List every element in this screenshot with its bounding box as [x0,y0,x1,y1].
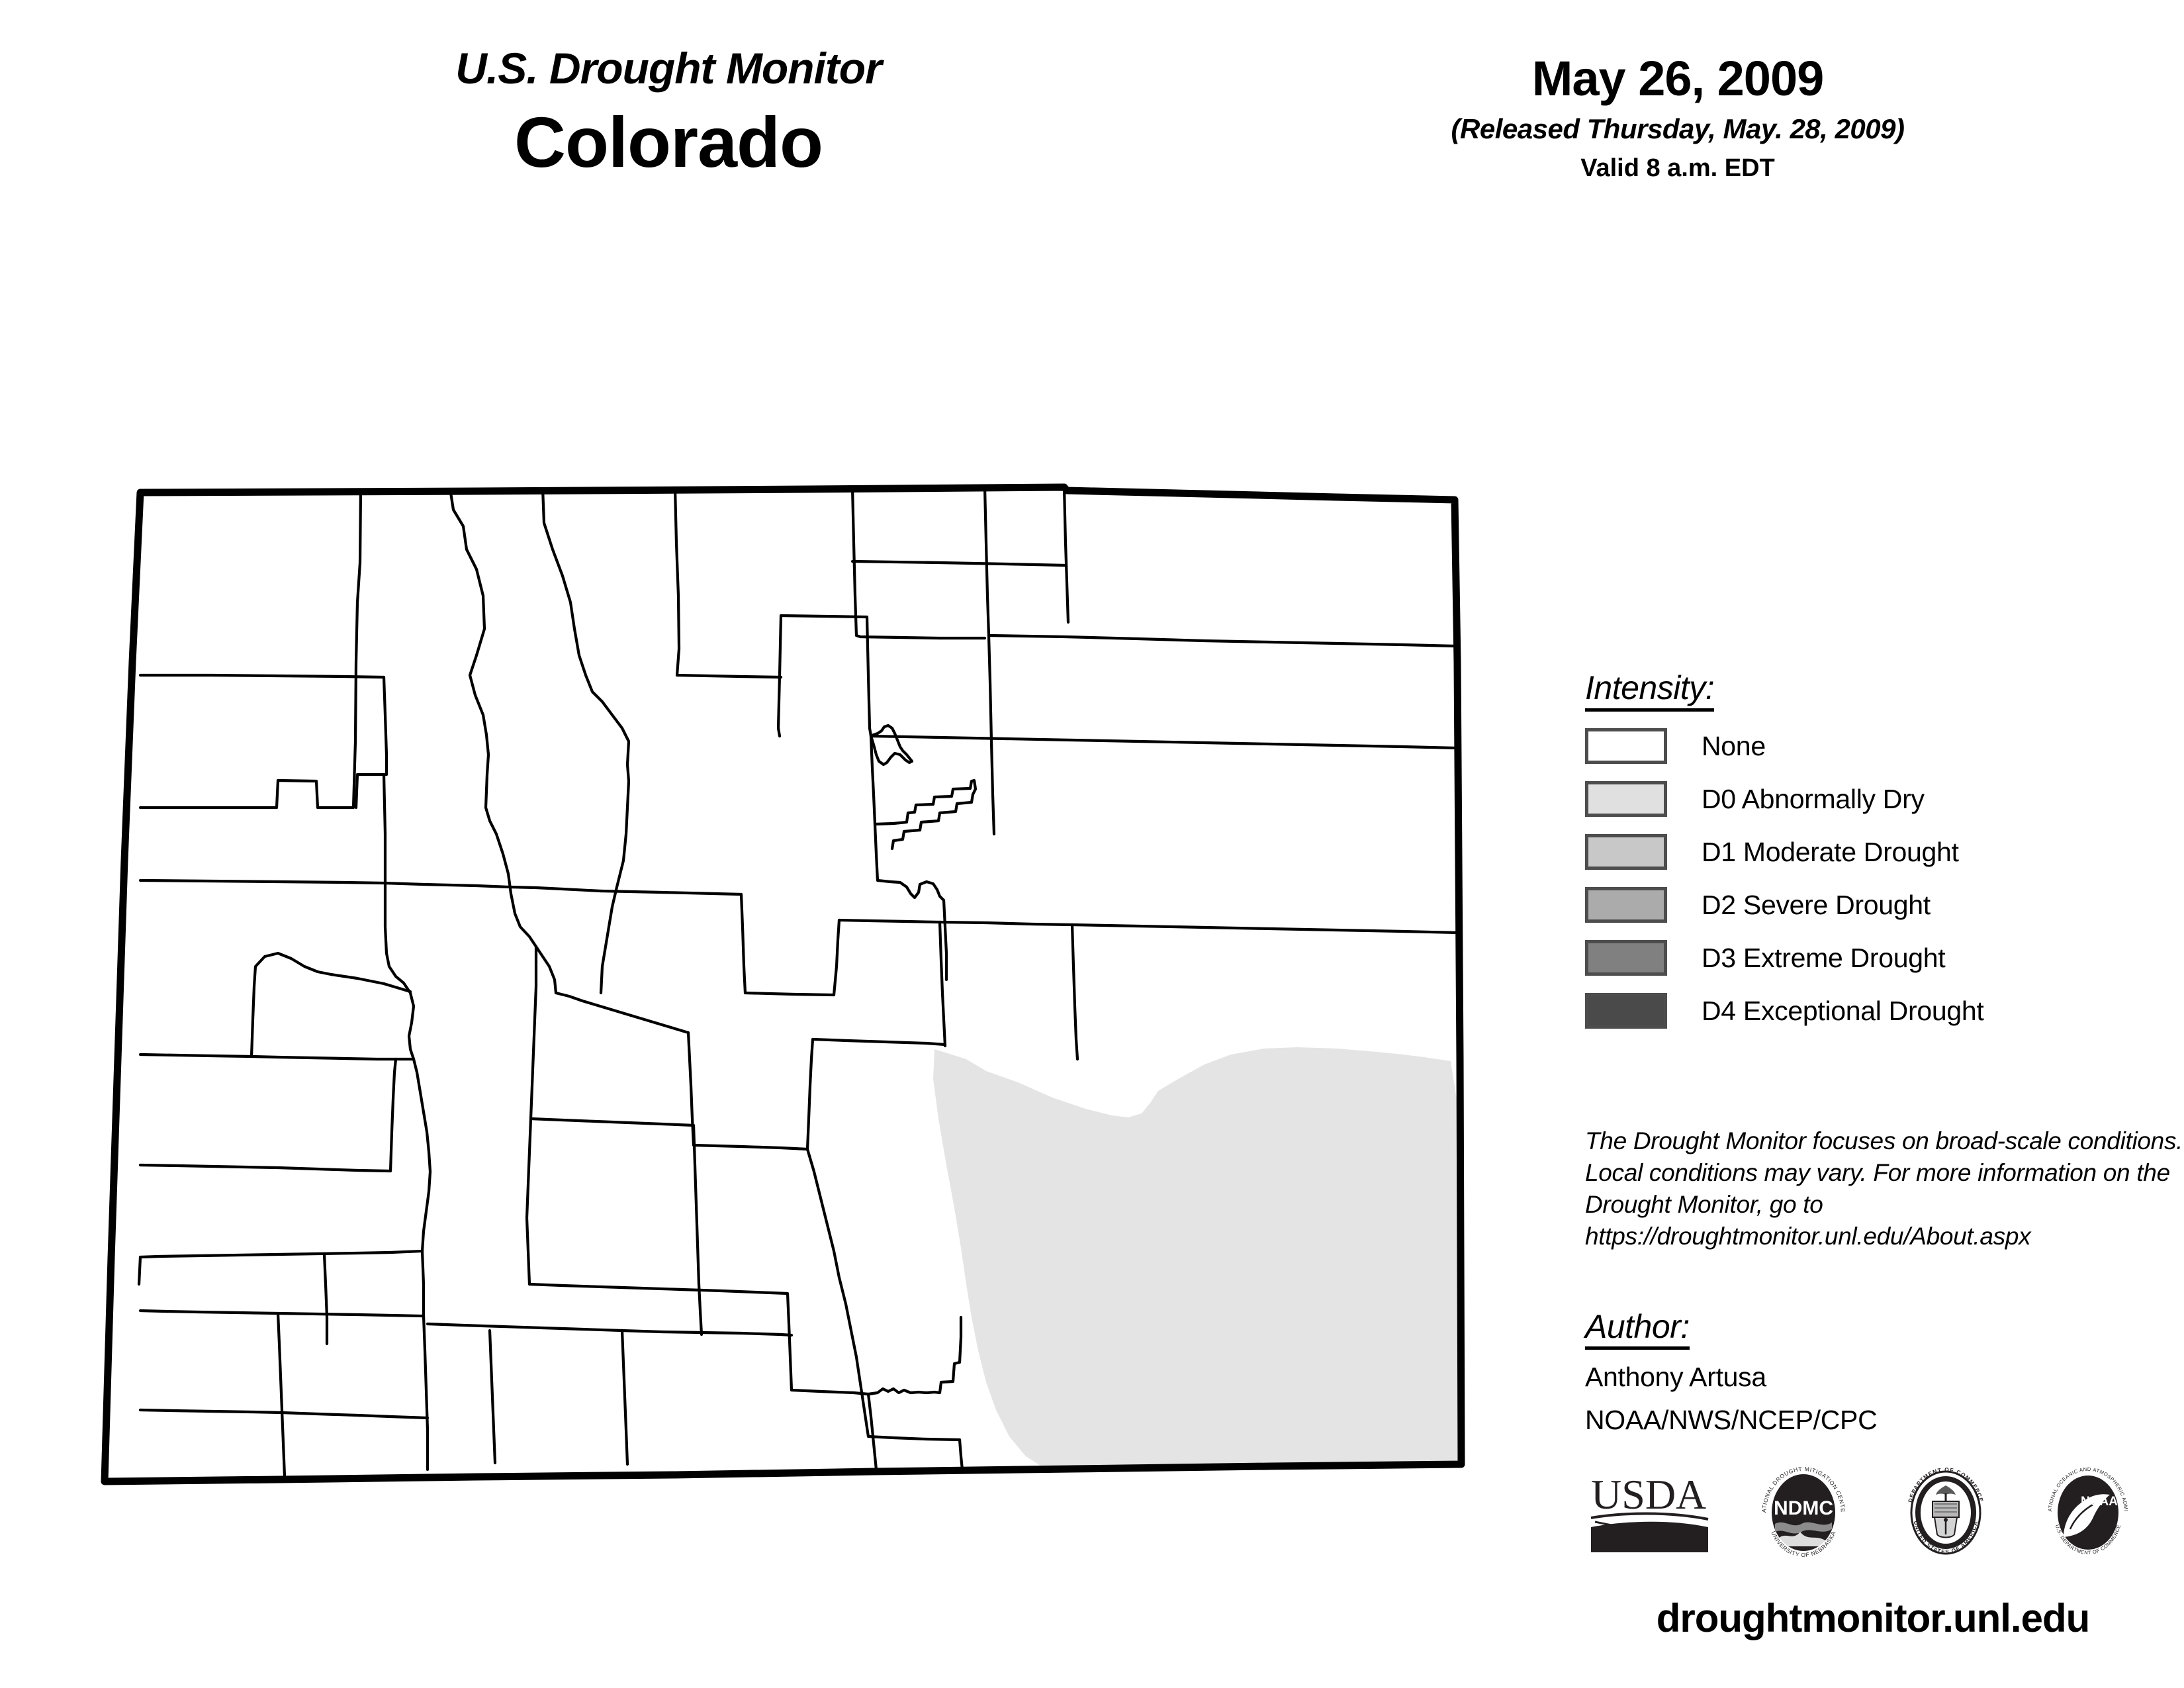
swatch-d3 [1585,940,1667,976]
valid-time: Valid 8 a.m. EDT [1580,154,1775,182]
legend-heading-wrap: Intensity: [1585,669,2167,712]
legend-label-d2: D2 Severe Drought [1702,889,1931,920]
noaa-logo: NOAA NATIONAL OCEANIC AND ATMOSPHERIC AD… [2036,1458,2138,1566]
county-boundaries [137,487,1461,1478]
svg-text:USDA: USDA [1591,1471,1706,1518]
legend-item-d0[interactable]: D0 Abnormally Dry [1585,780,2167,818]
swatch-d2 [1585,887,1667,923]
valid-date: May 26, 2009 [1531,51,1825,106]
author-heading: Author: [1585,1307,1690,1350]
d0-drought-region [933,1047,1461,1469]
author-affiliation: NOAA/NWS/NCEP/CPC [1585,1405,1878,1436]
usda-logo: USDA [1588,1470,1711,1558]
author-name: Anthony Artusa [1585,1362,1766,1392]
author-heading-wrap: Author: [1585,1307,2181,1350]
release-date: (Released Thursday, May. 28, 2009) [1451,113,1905,144]
legend-label-d1: D1 Moderate Drought [1702,836,1959,867]
colorado-drought-map[interactable] [79,463,1502,1536]
swatch-d4 [1585,993,1667,1029]
title-block: U.S. Drought Monitor Colorado [278,46,1059,179]
legend-label-none: None [1702,730,1766,761]
svg-text:NOAA: NOAA [2081,1495,2118,1509]
legend-heading: Intensity: [1585,669,1715,712]
legend-item-d2[interactable]: D2 Severe Drought [1585,886,2167,923]
partner-logos: USDA NDMC NATIONAL DROUGHT MITIGATION CE… [1588,1456,2138,1572]
date-block: May 26, 2009 (Released Thursday, May. 28… [1370,53,1985,183]
legend-label-d3: D3 Extreme Drought [1702,942,1946,973]
ndmc-logo: NDMC NATIONAL DROUGHT MITIGATION CENTER … [1752,1458,1853,1566]
legend-item-d1[interactable]: D1 Moderate Drought [1585,833,2167,870]
legend-item-d4[interactable]: D4 Exceptional Drought [1585,992,2167,1029]
author-block: Author: Anthony Artusa NOAA/NWS/NCEP/CPC [1585,1307,2181,1436]
legend-label-d4: D4 Exceptional Drought [1702,995,1984,1026]
svg-text:NDMC: NDMC [1774,1497,1833,1519]
legend-label-d0: D0 Abnormally Dry [1702,783,1925,814]
legend-item-none[interactable]: None [1585,727,2167,765]
state-title: Colorado [514,102,823,182]
doc-logo: DEPARTMENT OF COMMERCE UNITED STATES OF … [1896,1463,1995,1566]
swatch-none [1585,728,1667,764]
swatch-d0 [1585,781,1667,817]
state-outline [101,483,1465,1485]
page-title: U.S. Drought Monitor [455,44,882,93]
legend: Intensity: None D0 Abnormally Dry D1 Mod… [1585,669,2167,1029]
disclaimer-text: The Drought Monitor focuses on broad-sca… [1585,1127,2183,1250]
legend-item-d3[interactable]: D3 Extreme Drought [1585,939,2167,976]
swatch-d1 [1585,834,1667,870]
site-url[interactable]: droughtmonitor.unl.edu [1656,1596,2091,1640]
